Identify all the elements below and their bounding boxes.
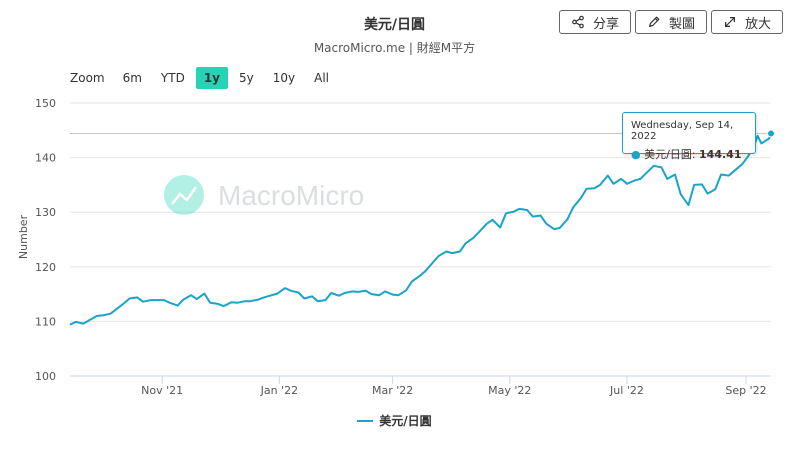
watermark-logo-icon <box>164 175 204 215</box>
tooltip-series-marker: ● <box>631 148 641 161</box>
zoom-6m-button[interactable]: 6m <box>122 71 142 85</box>
watermark-text: MacroMicro <box>218 180 364 211</box>
series-line <box>69 133 772 326</box>
tooltip: Wednesday, Sep 14, 2022 ● 美元/日圓: 144.41 <box>622 112 756 161</box>
chart-subtitle: MacroMicro.me | 財經M平方 <box>313 41 476 55</box>
pencil-icon <box>648 16 660 27</box>
share-button[interactable]: 分享 <box>559 10 631 34</box>
tooltip-value: 144.41 <box>699 148 742 161</box>
draw-chart-button[interactable]: 製圖 <box>635 10 707 34</box>
share-label: 分享 <box>592 16 619 32</box>
x-tick-label: Mar '22 <box>372 384 413 397</box>
y-axis-title: Number <box>17 214 30 259</box>
hover-point <box>767 129 775 138</box>
zoom-10y-button[interactable]: 10y <box>272 71 296 85</box>
tooltip-date: Wednesday, Sep 14, 2022 <box>631 120 734 142</box>
zoom-selector: Zoom 6m YTD 1y 5y 10y All <box>70 66 340 90</box>
zoom-ytd-button[interactable]: YTD <box>160 71 185 85</box>
share-icon <box>572 15 584 29</box>
y-tick-label: 130 <box>35 206 56 219</box>
tooltip-series-name: 美元/日圓 <box>644 148 692 161</box>
zoom-label: Zoom <box>70 71 105 85</box>
watermark: MacroMicro <box>164 175 364 215</box>
x-tick-label: Sep '22 <box>725 384 766 397</box>
zoom-all-button[interactable]: All <box>314 71 330 85</box>
x-tick-label: Jan '22 <box>260 384 298 397</box>
y-tick-label: 100 <box>35 370 56 383</box>
expand-icon <box>724 17 735 27</box>
expand-label: 放大 <box>744 16 771 32</box>
zoom-5y-button[interactable]: 5y <box>239 71 254 85</box>
chart-title: 美元/日圓 <box>363 17 426 33</box>
y-tick-label: 140 <box>35 152 56 165</box>
legend[interactable]: 美元/日圓 <box>0 412 789 429</box>
x-tick-label: Jul '22 <box>609 384 644 397</box>
x-tick-label: Nov '21 <box>141 384 183 397</box>
y-tick-label: 110 <box>35 315 56 328</box>
tooltip-value-row: ● 美元/日圓: 144.41 <box>631 148 742 161</box>
legend-label: 美元/日圓 <box>379 414 432 428</box>
expand-button[interactable]: 放大 <box>711 10 783 34</box>
legend-line-marker <box>357 419 374 422</box>
draw-label: 製圖 <box>668 16 695 32</box>
y-tick-label: 150 <box>35 97 56 110</box>
zoom-1y-button[interactable]: 1y <box>195 67 228 89</box>
y-tick-label: 120 <box>35 261 56 274</box>
x-tick-label: May '22 <box>488 384 531 397</box>
